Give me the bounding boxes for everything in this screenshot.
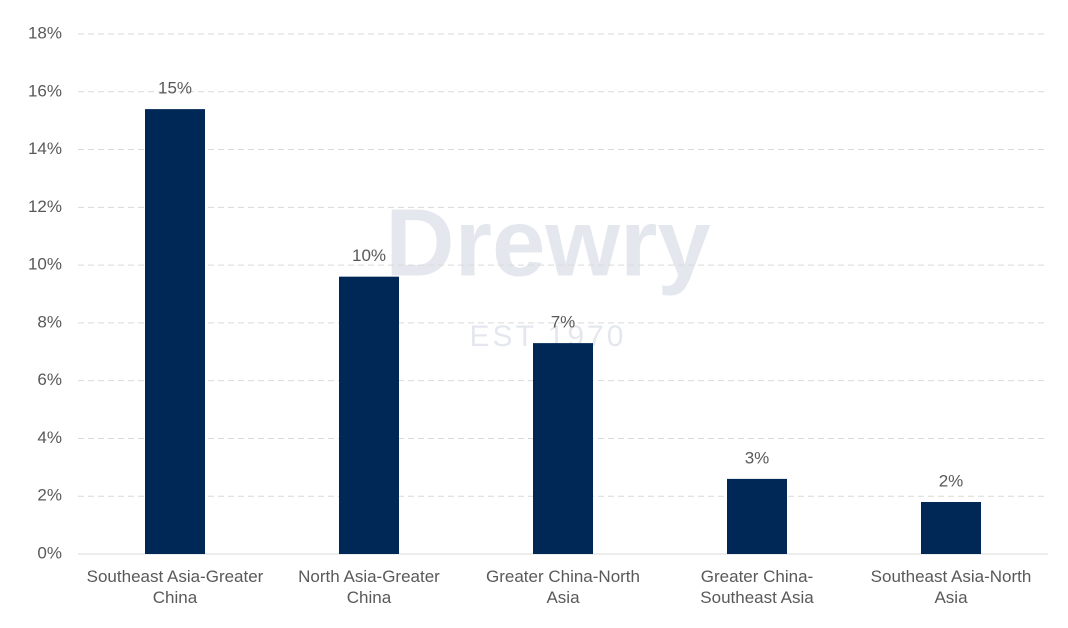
y-tick-label: 2% bbox=[37, 486, 62, 505]
y-tick-label: 8% bbox=[37, 312, 62, 331]
value-label: 2% bbox=[939, 471, 964, 490]
watermark: Drewry bbox=[385, 189, 711, 296]
y-tick-label: 16% bbox=[28, 81, 62, 100]
y-tick-label: 6% bbox=[37, 370, 62, 389]
y-tick-label: 12% bbox=[28, 197, 62, 216]
bar bbox=[339, 276, 399, 554]
value-label: 15% bbox=[158, 79, 192, 98]
x-tick-label: Southeast Asia-North Asia bbox=[870, 567, 1032, 607]
value-label: 10% bbox=[352, 246, 386, 265]
y-tick-label: 4% bbox=[37, 428, 62, 447]
value-label: 3% bbox=[745, 448, 770, 467]
bar bbox=[145, 109, 205, 554]
x-tick-label: Greater China-North Asia bbox=[485, 567, 640, 607]
x-tick-label: Southeast Asia-Greater China bbox=[86, 567, 264, 607]
y-tick-label: 0% bbox=[37, 543, 62, 562]
y-tick-label: 14% bbox=[28, 139, 62, 158]
y-tick-label: 18% bbox=[28, 23, 62, 42]
y-tick-label: 10% bbox=[28, 255, 62, 274]
value-label: 7% bbox=[551, 313, 576, 332]
bar bbox=[533, 343, 593, 554]
x-tick-label: Greater China-Southeast Asia bbox=[700, 567, 814, 607]
bar bbox=[921, 502, 981, 554]
x-tick-label: North Asia-Greater China bbox=[298, 567, 440, 607]
bar bbox=[727, 478, 787, 554]
